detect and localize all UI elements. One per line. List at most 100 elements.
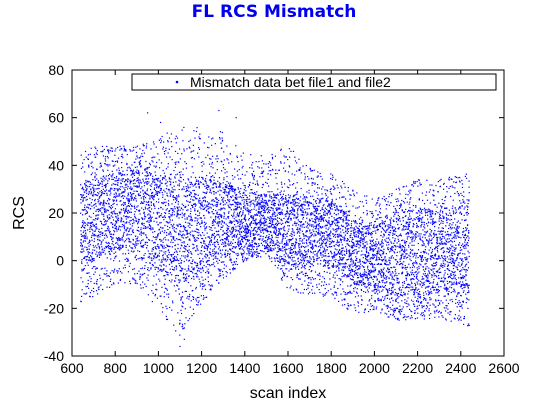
data-point [301,206,303,208]
data-point [306,225,309,227]
data-point [124,189,126,191]
data-point [266,209,268,211]
data-point [277,212,279,214]
data-point [182,204,185,207]
data-point [110,222,113,224]
data-point [288,202,290,204]
data-point [163,245,165,247]
data-point [280,161,282,163]
data-point [303,237,305,240]
data-point [191,230,193,232]
data-point [149,220,151,222]
data-point [255,224,257,226]
data-point [310,258,312,260]
data-point [283,190,285,192]
data-point [160,240,162,242]
data-point [203,247,206,249]
data-point [234,194,237,196]
data-point [172,191,174,193]
data-point [196,222,198,225]
data-point [179,279,181,281]
data-point [160,222,162,224]
data-point [307,251,309,253]
data-point [170,181,172,183]
data-point [278,208,280,210]
data-point [209,237,211,239]
data-point [109,150,111,152]
data-point [275,243,277,245]
data-point [118,211,121,213]
data-point [219,213,221,215]
data-point [129,199,131,201]
data-point [153,143,155,145]
data-point [257,166,259,168]
data-point [179,174,181,176]
data-point [167,296,170,298]
data-point [236,205,238,207]
data-point [286,275,288,277]
data-point [159,189,161,192]
data-point [103,180,105,182]
data-point [135,238,137,240]
data-point [132,278,134,280]
data-point [190,208,192,210]
data-point [199,263,201,266]
data-point [309,223,311,225]
data-point [217,233,219,236]
data-point [291,249,293,251]
data-point [302,194,305,196]
data-point [153,258,155,260]
data-point [122,170,124,172]
data-point [195,180,197,182]
data-point [99,233,101,236]
data-point [271,153,273,156]
data-point [227,204,229,206]
data-point [123,227,125,229]
data-point [236,263,238,266]
data-point [123,187,125,189]
data-point [178,195,180,198]
data-point [241,219,243,221]
data-point [175,174,177,176]
data-point [178,179,180,181]
data-point [264,210,266,212]
data-point [100,202,102,204]
data-point [265,227,268,229]
data-point [310,251,312,253]
data-point [242,249,245,251]
data-point [157,235,159,237]
data-point [307,293,310,295]
data-point [297,291,299,293]
data-point [192,296,194,298]
data-point [255,209,257,211]
data-point [321,207,323,209]
data-point [192,247,194,250]
data-point [93,188,95,190]
data-point [101,181,104,183]
data-point [237,240,240,242]
data-point [218,218,220,220]
data-point [256,230,258,232]
data-point [161,230,163,232]
data-point [133,172,135,174]
data-point [143,233,145,235]
data-point [111,213,114,215]
data-point [97,236,99,238]
data-point [285,201,287,203]
data-point [173,324,175,326]
data-point [167,203,170,205]
data-point [91,251,94,254]
data-point [270,225,272,227]
data-point [147,182,149,185]
data-point [150,185,152,187]
data-point [295,262,297,264]
data-point [241,248,243,250]
data-point [219,221,221,223]
data-point [294,205,296,207]
data-point [316,216,318,218]
data-point [148,166,150,168]
data-point [231,220,233,223]
data-point [93,282,95,284]
data-point [132,170,134,172]
data-point [81,224,84,226]
